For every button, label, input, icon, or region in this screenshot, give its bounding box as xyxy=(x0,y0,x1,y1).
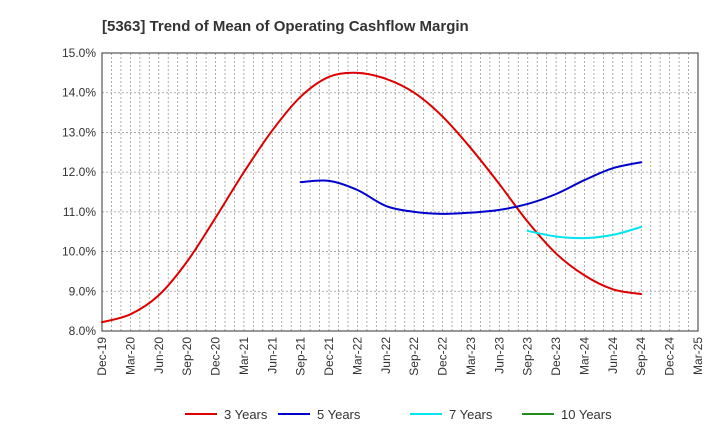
x-tick-label: Mar-22 xyxy=(350,337,364,375)
plot-area xyxy=(101,52,699,332)
x-tick-label: Mar-25 xyxy=(691,337,705,375)
legend-label: 7 Years xyxy=(449,407,493,422)
series-lines xyxy=(101,71,643,324)
legend: 3 Years 5 Years 7 Years 10 Years xyxy=(185,407,612,422)
x-tick-label: Jun-20 xyxy=(152,337,166,374)
x-tick-label: Mar-23 xyxy=(464,337,478,375)
x-tick-label: Dec-20 xyxy=(209,337,223,376)
y-tick-label: 12.0% xyxy=(62,165,96,179)
y-tick-label: 14.0% xyxy=(62,86,96,100)
x-tick-label: Jun-21 xyxy=(265,337,279,374)
y-tick-label: 13.0% xyxy=(62,125,96,139)
y-tick-label: 8.0% xyxy=(69,324,97,338)
x-tick-label: Mar-24 xyxy=(577,337,591,375)
x-tick-label: Dec-22 xyxy=(436,337,450,376)
y-tick-label: 10.0% xyxy=(62,245,96,259)
x-tick-label: Mar-21 xyxy=(237,337,251,375)
series-line-2 xyxy=(299,161,643,215)
x-tick-label: Dec-23 xyxy=(549,337,563,376)
chart-title: [5363] Trend of Mean of Operating Cashfl… xyxy=(102,18,469,35)
grid xyxy=(102,53,698,331)
y-tick-label: 11.0% xyxy=(63,205,96,219)
y-tick-label: 15.0% xyxy=(62,46,96,60)
x-tick-label: Jun-24 xyxy=(606,337,620,374)
legend-label: 5 Years xyxy=(317,407,361,422)
x-tick-label: Sep-24 xyxy=(634,337,648,376)
x-tick-label: Sep-23 xyxy=(521,337,535,376)
y-tick-label: 9.0% xyxy=(69,284,97,298)
legend-label: 3 Years xyxy=(224,407,268,422)
x-tick-label: Sep-20 xyxy=(180,337,194,376)
x-tick-label: Jun-22 xyxy=(379,337,393,374)
x-tick-label: Jun-23 xyxy=(492,337,506,374)
series-line-1 xyxy=(101,71,643,324)
x-tick-label: Sep-22 xyxy=(407,337,421,376)
x-tick-label: Dec-21 xyxy=(322,337,336,376)
x-tick-label: Dec-24 xyxy=(663,337,677,376)
y-axis: 8.0% 9.0% 10.0% 11.0% 12.0% 13.0% 14.0% 15.0% xyxy=(62,46,96,338)
x-tick-label: Dec-19 xyxy=(95,337,109,376)
series-line-3 xyxy=(526,225,643,240)
x-tick-label: Sep-21 xyxy=(294,337,308,376)
legend-label: 10 Years xyxy=(561,407,612,422)
x-tick-label: Mar-20 xyxy=(123,337,137,375)
x-axis: Dec-19 Mar-20 Jun-20 Sep-20 Dec-20 Mar-21 Jun-… xyxy=(95,337,705,376)
